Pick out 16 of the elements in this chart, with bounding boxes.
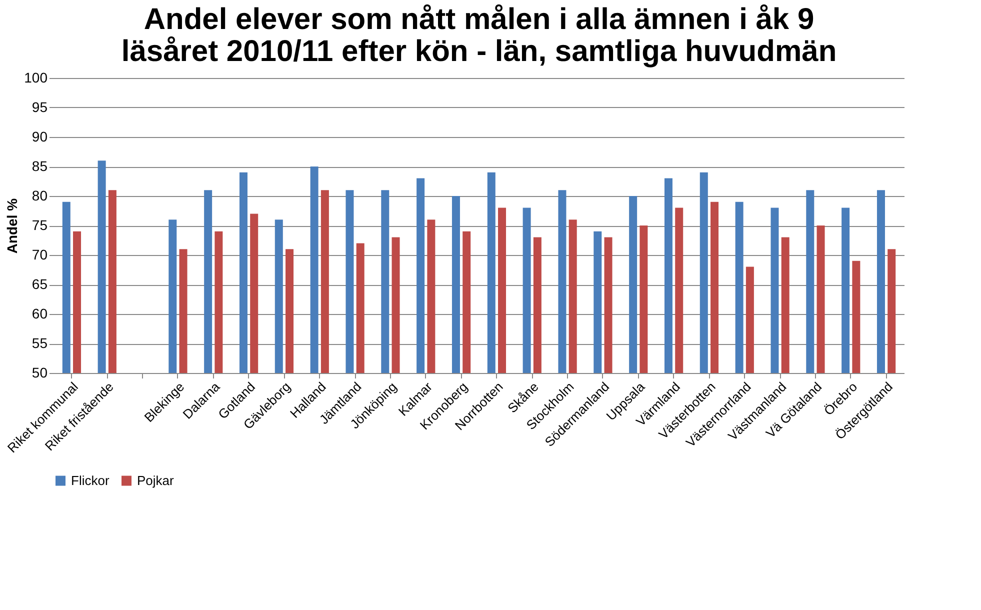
y-tick-label: 95 [32,99,48,115]
text: Andel elever som nått målen i alla ämnen i åk 9 [144,3,814,36]
y-axis-title: Andel % [4,198,20,254]
y-tick-label: 70 [32,246,48,262]
y-tick-label: 60 [32,306,48,322]
y-tick-label: 90 [32,128,48,144]
y-tick-label: 100 [24,70,48,86]
y-tick-label: 55 [32,335,48,351]
y-tick-label: 65 [32,276,48,292]
y-tick-label: 85 [32,158,48,174]
text: läsåret 2010/11 efter kön - län, samtliga huvudmän [121,35,837,68]
y-tick-label: 75 [32,217,48,233]
legend-label: Flickor [71,472,110,488]
y-tick-label: 50 [32,364,48,380]
legend-label: Pojkar [137,472,175,488]
y-tick-label: 80 [32,188,48,204]
